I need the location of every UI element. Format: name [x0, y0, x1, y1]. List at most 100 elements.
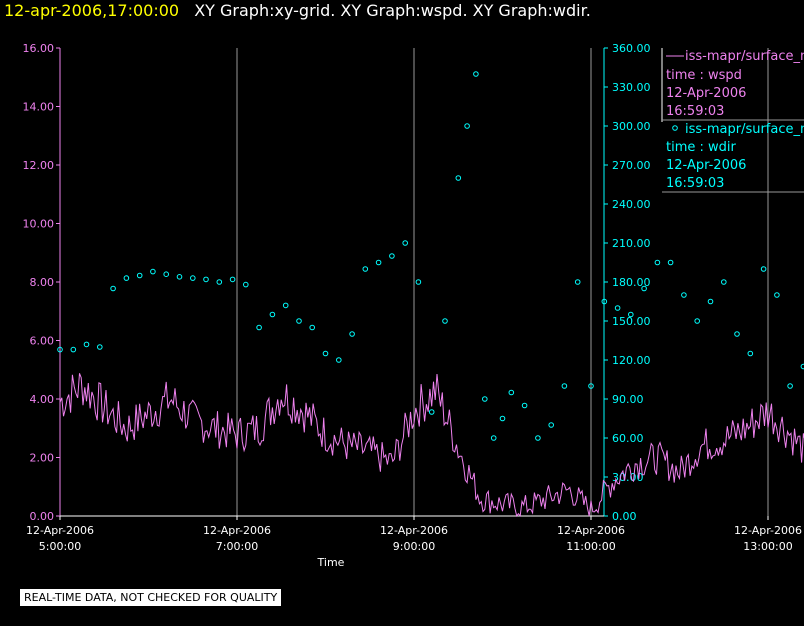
legend-series1-date: 12-Apr-2006: [666, 86, 746, 101]
wdir-point: [774, 292, 780, 298]
wdir-point: [535, 435, 541, 441]
wspd-series: [59, 373, 804, 518]
wdir-point: [490, 435, 497, 441]
left-tick-label: 2.00: [30, 452, 55, 465]
wdir-point: [667, 259, 674, 266]
legend-series1-time: 16:59:03: [666, 104, 724, 119]
wdir-point: [760, 266, 767, 272]
wdir-point: [190, 275, 196, 281]
x-axis-label: Time: [317, 556, 345, 569]
plot-axes: [59, 48, 605, 517]
right-tick-label: 360.00: [612, 42, 651, 55]
wdir-point: [269, 311, 276, 318]
right-tick-label: 0.00: [612, 510, 637, 523]
legend-series2-time: 16:59:03: [666, 176, 724, 191]
wdir-point: [641, 285, 647, 292]
wdir-point: [176, 274, 183, 280]
wdir-point: [614, 305, 621, 311]
legend: iss-mapr/surface_m time : wspd 12-Apr-20…: [661, 48, 804, 193]
left-tick-label: 8.00: [30, 276, 55, 289]
wdir-point: [362, 266, 369, 272]
wdir-series: [57, 71, 804, 441]
wdir-point: [415, 279, 422, 285]
wdir-point: [389, 253, 395, 259]
wdir-point: [521, 402, 528, 409]
wdir-point: [336, 357, 342, 363]
x-tick-date: 12-Apr-2006: [734, 524, 802, 537]
wdir-point: [110, 285, 116, 292]
left-tick-label: 14.00: [23, 101, 55, 114]
axis-ticks: 0.00 2.00 4.00 6.00 8.00 10.00 12.00 14.00 16.00…: [23, 42, 803, 553]
wdir-point: [123, 275, 130, 281]
x-tick-label: 9:00:00: [393, 540, 435, 553]
wdir-point: [787, 383, 793, 389]
svg-text:12-apr-2006,17:00:00 XY Gr: 12-apr-2006,17:00:00 XY Graph:xy-grid. X…: [4, 1, 591, 20]
right-tick-label: 330.00: [612, 81, 651, 94]
wdir-point: [721, 279, 727, 285]
wdir-point: [97, 344, 103, 350]
wdir-point: [150, 268, 156, 275]
wdir-point: [163, 271, 169, 278]
x-tick-date: 12-Apr-2006: [557, 524, 625, 537]
x-tick-label: 7:00:00: [216, 540, 258, 553]
wdir-point: [482, 396, 488, 402]
x-tick-label: 5:00:00: [39, 540, 81, 553]
right-tick-label: 240.00: [612, 198, 651, 211]
wdir-point: [442, 318, 448, 324]
legend-circle-swatch: [672, 125, 678, 131]
wdir-point: [282, 302, 289, 309]
left-tick-label: 6.00: [30, 335, 55, 348]
left-tick-label: 0.00: [30, 510, 55, 523]
right-tick-label: 300.00: [612, 120, 651, 133]
wdir-point: [309, 324, 316, 331]
right-tick-label: 120.00: [612, 354, 651, 367]
wdir-point: [375, 259, 382, 266]
wdir-point: [216, 279, 223, 285]
wdir-point: [574, 279, 581, 285]
right-tick-label: 90.00: [612, 393, 644, 406]
wdir-point: [561, 383, 568, 389]
left-tick-label: 10.00: [23, 218, 55, 231]
wdir-point: [256, 324, 262, 331]
right-tick-label: 180.00: [612, 276, 651, 289]
x-tick-label: 13:00:00: [743, 540, 792, 553]
wdir-point: [70, 346, 77, 353]
wdir-point: [654, 259, 661, 266]
wdir-point: [229, 276, 236, 283]
legend-series1-name: iss-mapr/surface_m: [685, 49, 804, 64]
wdir-point: [243, 281, 249, 288]
wdir-point: [203, 276, 209, 283]
wdir-point: [548, 422, 555, 428]
x-tick-date: 12-Apr-2006: [26, 524, 94, 537]
wdir-point: [349, 331, 355, 337]
wdir-point: [296, 318, 302, 324]
wdir-point: [57, 346, 63, 353]
wdir-point: [455, 175, 462, 181]
wdir-point: [588, 383, 594, 389]
wdir-point: [499, 415, 506, 422]
wdir-point: [734, 331, 740, 337]
chart-title: XY Graph:xy-grid. XY Graph:wspd. XY Grap…: [194, 1, 591, 20]
legend-series1-var: time : wspd: [666, 68, 742, 83]
legend-series2-name: iss-mapr/surface_m: [685, 122, 804, 137]
right-tick-label: 270.00: [612, 159, 651, 172]
wdir-point: [508, 389, 515, 396]
wdir-point: [694, 318, 701, 324]
x-tick-date: 12-Apr-2006: [203, 524, 271, 537]
right-tick-label: 210.00: [612, 237, 651, 250]
wdir-point: [628, 311, 634, 318]
wdir-point: [800, 363, 804, 370]
wdir-point: [601, 298, 608, 305]
wdir-point: [136, 272, 143, 279]
wspd-line: [59, 373, 804, 518]
wdir-point: [83, 341, 90, 348]
right-tick-label: 60.00: [612, 432, 644, 445]
x-tick-label: 11:00:00: [566, 540, 615, 553]
right-tick-label: 150.00: [612, 315, 651, 328]
left-tick-label: 12.00: [23, 159, 55, 172]
wdir-point: [707, 298, 714, 305]
chart-timestamp: 12-apr-2006,17:00:00: [4, 1, 179, 20]
wdir-point: [464, 123, 470, 129]
wdir-point: [402, 240, 409, 246]
